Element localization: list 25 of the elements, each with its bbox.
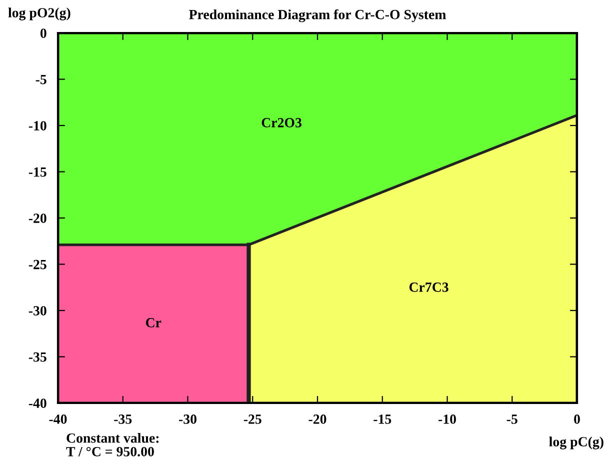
- x-tick-label: -5: [506, 414, 518, 424]
- series-label: Cr7C3: [409, 282, 448, 292]
- x-tick-label: -35: [114, 414, 132, 424]
- y-tick-label: -5: [36, 74, 46, 84]
- y-tick-label: -35: [28, 352, 46, 362]
- y-tick-label: -40: [28, 398, 46, 408]
- y-tick-label: -10: [28, 121, 46, 130]
- y-tick-label: -25: [28, 260, 46, 270]
- y-tick-label: -20: [28, 214, 46, 223]
- series-label: Cr2O3: [262, 118, 302, 128]
- text: Constant value: T / °C = 950.00: [66, 433, 159, 456]
- chart-title: Predominance Diagram for Cr-C-O System: [189, 9, 446, 22]
- y-axis-title: log pO2(g): [8, 8, 70, 20]
- x-tick-label: -40: [49, 414, 67, 424]
- x-tick-label: -20: [308, 414, 326, 424]
- x-tick-label: 0: [574, 414, 580, 424]
- x-tick-label: -15: [374, 414, 392, 424]
- y-tick-label: -15: [28, 167, 46, 177]
- y-tick-label: 0: [40, 28, 46, 38]
- x-tick-label: -25: [244, 414, 262, 424]
- x-axis-title: log pC(g): [549, 436, 604, 450]
- x-tick-label: -30: [179, 414, 196, 424]
- series-label: Cr: [146, 318, 162, 328]
- y-tick-label: -30: [28, 306, 46, 316]
- x-tick-label: -10: [438, 414, 456, 424]
